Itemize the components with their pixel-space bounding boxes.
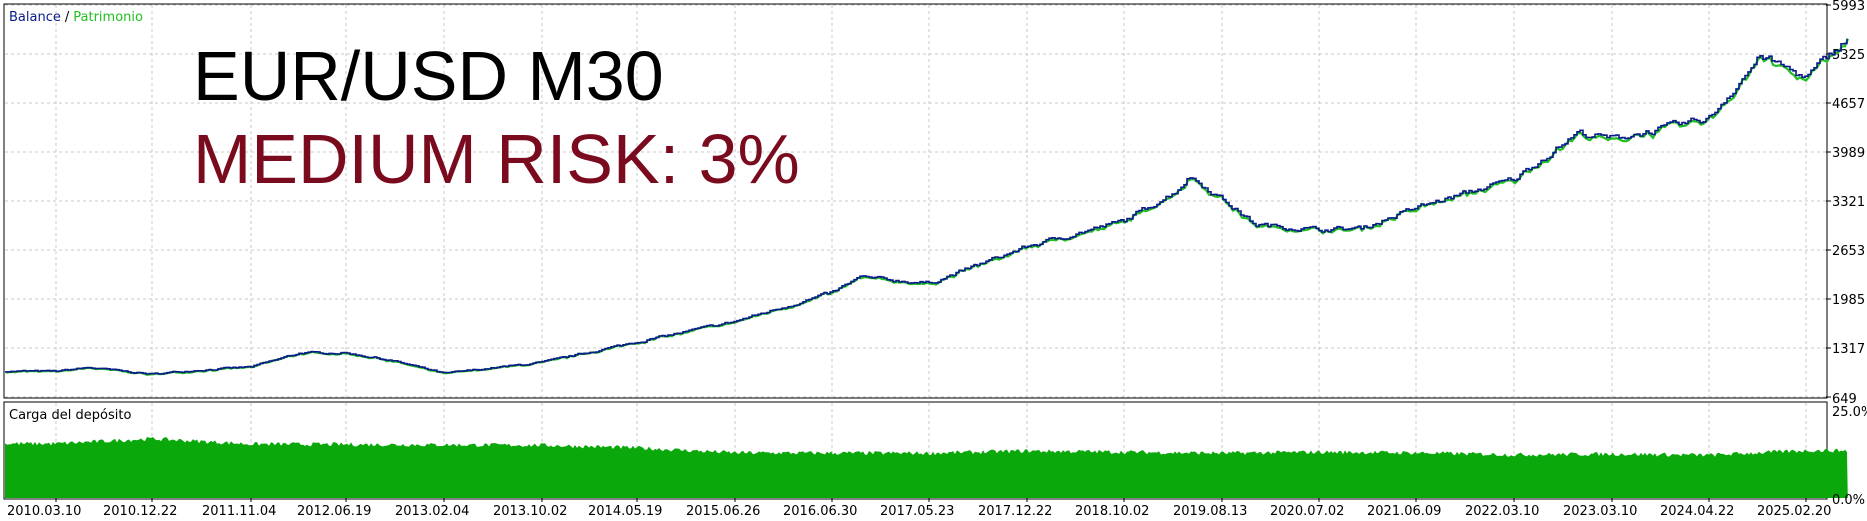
x-tick-label: 2011.11.04 [202,504,276,519]
legend-balance: Balance [9,10,61,25]
overlay-subtitle: MEDIUM RISK: 3% [193,120,800,198]
x-tick-label: 2017.12.22 [978,504,1052,519]
x-tick-label: 2019.08.13 [1173,504,1247,519]
x-tick-label: 2025.02.20 [1757,504,1831,519]
x-tick-label: 2022.03.10 [1465,504,1539,519]
y-tick-label: 2653 [1832,244,1865,259]
y-tick-label: 1985 [1832,293,1865,308]
x-tick-label: 2020.07.02 [1270,504,1344,519]
deposit-panel-title: Carga del depósito [9,408,131,423]
x-tick-label: 2021.06.09 [1367,504,1441,519]
x-tick-label: 2017.05.23 [880,504,954,519]
x-tick-label: 2016.06.30 [783,504,857,519]
series-balance-line [5,38,1848,375]
x-tick-label: 2012.06.19 [297,504,371,519]
x-tick-label: 2010.12.22 [103,504,177,519]
y-tick-label: 5993 [1832,0,1865,14]
y-tick-label: 5325 [1832,48,1865,63]
y-tick-label: 3989 [1832,146,1865,161]
overlay-title: EUR/USD M30 [193,37,664,115]
x-tick-label: 2018.10.02 [1075,504,1149,519]
legend-separator: / [65,10,70,25]
x-axis: 2010.03.10 2010.12.22 2011.11.04 2012.06.19… [7,498,1831,519]
deposit-load-area [5,437,1848,498]
balance-y-axis: 649 1317 1985 2653 3321 3989 4657 5325 5993 [1826,0,1865,407]
legend: Balance / Patrimonio [9,10,143,25]
y-tick-label: 3321 [1832,195,1865,210]
legend-patrimonio: Patrimonio [73,10,143,25]
y-tick-label: 4657 [1832,97,1865,112]
deposit-y-tick-bottom: 0.0% [1832,493,1865,508]
balance-lines [5,38,1850,376]
x-tick-label: 2024.04.22 [1660,504,1734,519]
x-tick-label: 2015.06.26 [686,504,760,519]
x-tick-label: 2014.05.19 [588,504,662,519]
x-tick-label: 2010.03.10 [7,504,81,519]
x-tick-label: 2013.10.02 [493,504,567,519]
deposit-y-tick-top: 25.0% [1832,405,1867,420]
y-tick-label: 1317 [1832,342,1865,357]
x-tick-label: 2023.03.10 [1563,504,1637,519]
y-tick-label: 649 [1832,392,1857,407]
balance-grid [5,4,1826,398]
x-tick-label: 2013.02.04 [395,504,469,519]
